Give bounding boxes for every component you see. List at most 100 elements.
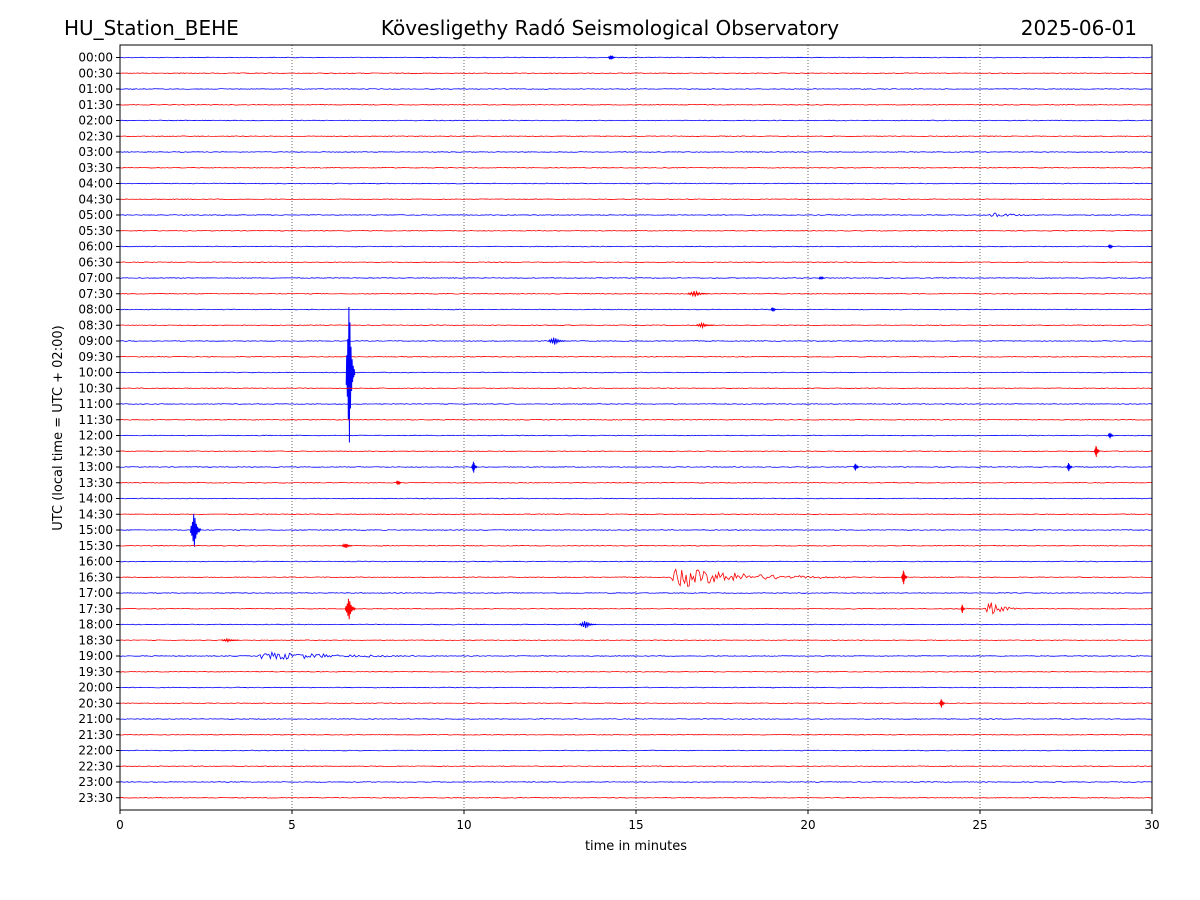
x-axis-label: time in minutes (585, 839, 687, 854)
y-tick-label: 01:00 (78, 82, 113, 96)
event-0800 (770, 307, 777, 312)
event-1500 (190, 514, 202, 547)
y-tick-label: 07:00 (78, 271, 113, 285)
x-tick-label: 15 (628, 818, 643, 832)
grid-lines (291, 45, 981, 810)
event-1300 (471, 461, 478, 473)
x-tick-label: 30 (1144, 818, 1159, 832)
event-0600 (1107, 244, 1114, 249)
record-date: 2025-06-01 (1020, 16, 1137, 40)
trace-0700 (119, 277, 1153, 279)
y-axis-label: UTC (local time = UTC + 02:00) (51, 325, 66, 530)
trace-2230 (119, 765, 1153, 768)
event-1630 (901, 570, 908, 585)
y-tick-label: 05:30 (78, 224, 113, 238)
trace-1700 (119, 592, 1153, 594)
y-tick-label: 23:30 (78, 791, 113, 805)
event-1330 (395, 480, 402, 486)
y-tick-label: 06:00 (78, 240, 113, 254)
x-tick-label: 20 (800, 818, 815, 832)
y-tick-label: 02:30 (78, 129, 113, 143)
y-tick-label: 19:30 (78, 665, 113, 679)
y-tick-label: 14:30 (78, 507, 113, 521)
y-tick-label: 13:00 (78, 460, 113, 474)
trace-0100 (119, 88, 1153, 90)
event-0730 (687, 290, 709, 298)
y-tick-label: 22:00 (78, 744, 113, 758)
y-tick-label: 00:00 (78, 51, 113, 65)
y-tick-label: 12:00 (78, 429, 113, 443)
trace-0430 (119, 198, 1153, 201)
y-tick-label: 18:30 (78, 633, 113, 647)
trace-0930 (119, 355, 1153, 358)
trace-1830 (119, 639, 1153, 642)
event-1830 (221, 637, 239, 643)
trace-1100 (119, 403, 1153, 405)
y-tick-label: 08:00 (78, 303, 113, 317)
event-0830 (695, 321, 714, 330)
trace-2100 (119, 718, 1153, 720)
y-tick-label: 21:30 (78, 728, 113, 742)
y-tick-label: 02:00 (78, 114, 113, 128)
y-tick-label: 17:30 (78, 602, 113, 616)
y-tick-label: 09:30 (78, 350, 113, 364)
event-1530 (341, 543, 353, 549)
x-tick-label: 0 (116, 818, 124, 832)
y-tick-label: 10:30 (78, 381, 113, 395)
x-tick-label: 5 (288, 818, 296, 832)
y-tick-label: 12:30 (78, 444, 113, 458)
y-tick-label: 17:00 (78, 586, 113, 600)
trace-2030 (119, 702, 1153, 705)
y-tick-label: 08:30 (78, 318, 113, 332)
event-1800 (578, 621, 597, 629)
trace-2330 (119, 796, 1153, 799)
trace-0730 (119, 292, 1153, 295)
y-tick-label: 16:00 (78, 555, 113, 569)
y-tick-label: 14:00 (78, 492, 113, 506)
y-tick-label: 15:00 (78, 523, 113, 537)
event-0000 (608, 54, 616, 60)
event-1230 (1093, 445, 1100, 457)
trace-1530 (119, 544, 1153, 547)
trace-1130 (119, 418, 1153, 421)
y-tick-label: 11:30 (78, 413, 113, 427)
station-name: HU_Station_BEHE (64, 16, 239, 40)
y-tick-label: 20:00 (78, 681, 113, 695)
trace-0830 (119, 324, 1153, 327)
trace-0330 (119, 166, 1153, 169)
x-axis: 0 5 10 15 20 25 30 (116, 810, 1160, 832)
y-tick-label: 06:30 (78, 255, 113, 269)
trace-1930 (119, 670, 1153, 673)
y-tick-label: 15:30 (78, 539, 113, 553)
trace-0230 (119, 135, 1153, 138)
y-tick-label: 05:00 (78, 208, 113, 222)
trace-1900 (119, 650, 1153, 661)
event-2030 (939, 699, 946, 708)
y-tick-label: 13:30 (78, 476, 113, 490)
y-tick-label: 21:00 (78, 712, 113, 726)
y-tick-label: 04:00 (78, 177, 113, 191)
y-tick-label: 04:30 (78, 192, 113, 206)
x-tick-label: 25 (972, 818, 987, 832)
y-tick-label: 03:00 (78, 145, 113, 159)
trace-0900 (119, 340, 1153, 342)
event-1300 (853, 463, 860, 471)
y-tick-label: 18:00 (78, 618, 113, 632)
event-0700 (818, 275, 825, 281)
y-tick-label: 03:30 (78, 161, 113, 175)
y-tick-label: 01:30 (78, 98, 113, 112)
event-1730 (344, 598, 357, 620)
y-tick-label: 19:00 (78, 649, 113, 663)
event-1000 (345, 306, 356, 443)
trace-1500 (119, 529, 1153, 531)
y-tick-label: 20:30 (78, 696, 113, 710)
event-1200 (1107, 432, 1114, 439)
trace-0530 (119, 229, 1153, 232)
trace-0300 (119, 151, 1153, 153)
trace-0500 (119, 212, 1153, 218)
trace-2300 (119, 781, 1153, 783)
trace-1230 (119, 450, 1153, 453)
x-tick-label: 10 (456, 818, 471, 832)
